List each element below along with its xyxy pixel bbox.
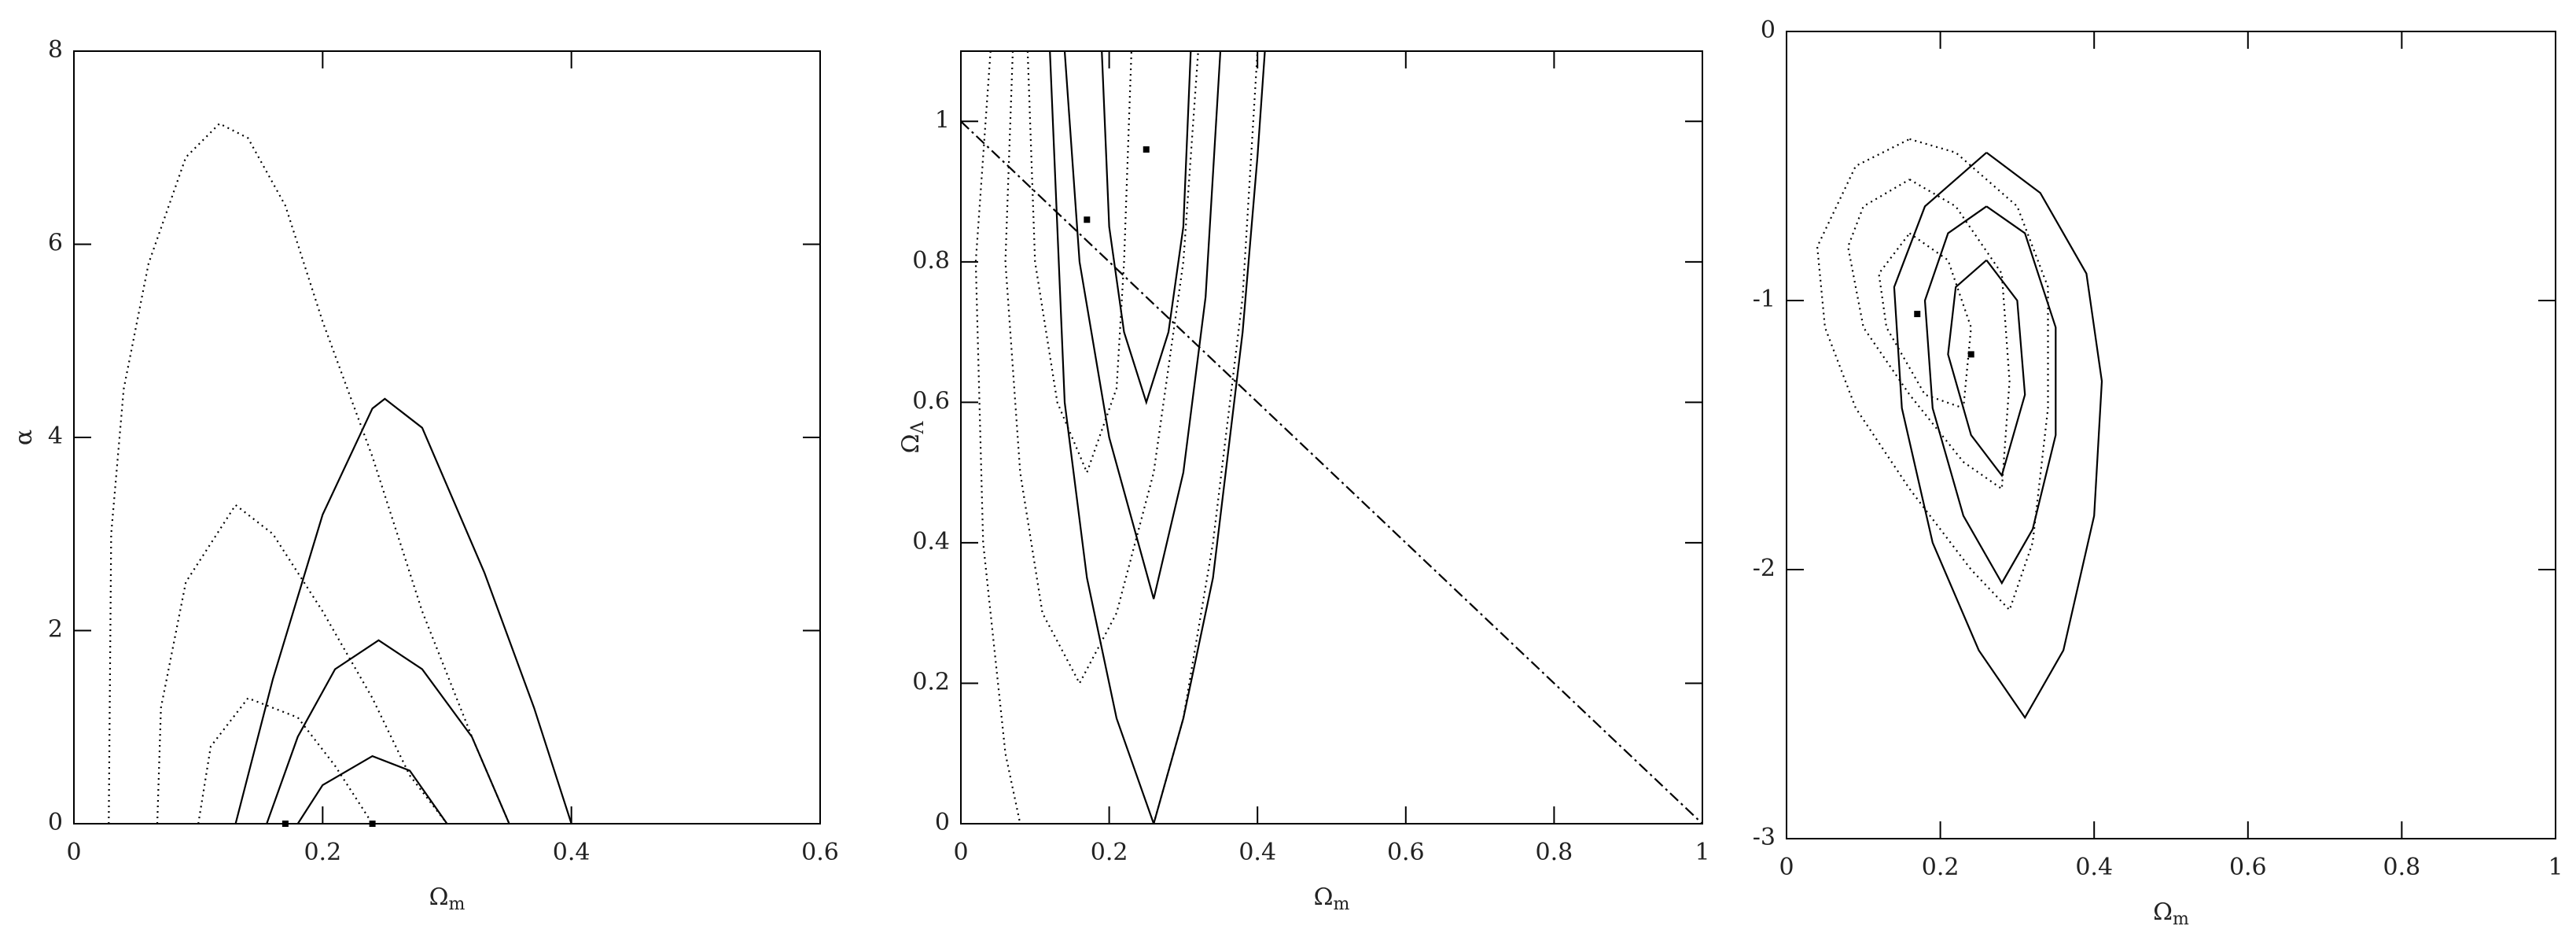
y-axis-label-main: α — [10, 430, 38, 445]
y-tick-label: 0 — [1761, 17, 1776, 44]
contour-line — [108, 122, 510, 824]
x-tick-label: 0 — [66, 839, 81, 866]
plot-area — [961, 51, 1702, 824]
y-tick-label: 4 — [48, 422, 63, 450]
contour-line — [197, 697, 374, 824]
x-axis-label-sub: m — [1334, 895, 1350, 914]
y-tick-label: 0.2 — [912, 668, 950, 695]
y-tick-label: 0 — [48, 809, 63, 836]
best-fit-point — [1084, 216, 1091, 223]
contour-line — [1063, 51, 1222, 599]
y-tick-label: 2 — [48, 616, 63, 644]
best-fit-point — [1914, 311, 1921, 318]
x-axis-label-main: Ω — [2153, 898, 2173, 926]
best-fit-point — [1143, 146, 1150, 153]
plot-area — [1816, 138, 2103, 720]
plot-area — [108, 122, 572, 824]
y-axis-label-sub: Λ — [908, 421, 928, 435]
y-axis-label-main: Ω — [897, 434, 925, 454]
y-tick-label: -3 — [1753, 824, 1776, 851]
x-tick-label: 0.2 — [1922, 854, 1960, 881]
contour-line — [1893, 152, 2103, 720]
plot-frame — [1786, 31, 2556, 839]
x-axis-label: Ωm — [2153, 898, 2189, 929]
panel: 0 0.2 0.4 0.6 0.8 1 -3 -2 -1 0 Ωm — [1753, 17, 2563, 929]
contour-line — [234, 397, 572, 824]
x-tick-label: 0 — [953, 839, 968, 866]
x-tick-label: 0.4 — [2075, 854, 2113, 881]
contour-line — [1923, 205, 2057, 585]
y-axis-label: α — [10, 430, 38, 445]
y-tick-label: 0.6 — [912, 387, 950, 415]
y-tick-label: 1 — [935, 106, 950, 134]
x-tick-label: 0.8 — [1536, 839, 1573, 866]
x-tick-label: 0.6 — [1387, 839, 1425, 866]
x-tick-label: 0.2 — [304, 839, 341, 866]
y-tick-label: -2 — [1753, 555, 1776, 582]
x-tick-label: 0.6 — [2229, 854, 2267, 881]
x-tick-label: 1 — [1695, 839, 1709, 866]
y-tick-label: 0 — [935, 809, 950, 836]
x-tick-label: 0.6 — [801, 839, 839, 866]
x-axis-label-main: Ω — [1314, 884, 1334, 911]
contour-line — [156, 504, 448, 824]
contour-line — [1816, 138, 2049, 612]
contour-line — [1947, 259, 2026, 478]
x-axis-label-main: Ω — [429, 884, 449, 911]
x-tick-label: 0.2 — [1091, 839, 1128, 866]
x-tick-label: 1 — [2548, 854, 2563, 881]
x-tick-label: 0.4 — [1238, 839, 1276, 866]
best-fit-point — [1967, 351, 1974, 358]
contour-line — [1049, 51, 1266, 824]
panel: 0 0.2 0.4 0.6 0 2 4 6 8 Ωm α — [10, 36, 839, 914]
contour-line — [1878, 232, 1972, 410]
y-tick-label: 6 — [48, 230, 63, 257]
y-tick-label: 8 — [48, 36, 63, 64]
contour-line — [961, 120, 1702, 824]
y-tick-label: 0.8 — [912, 247, 950, 275]
contour-line — [974, 51, 1259, 824]
x-axis-label: Ωm — [429, 884, 466, 914]
contour-line — [1101, 51, 1192, 406]
contour-line — [1004, 51, 1199, 685]
best-fit-point — [369, 821, 376, 827]
contour-line — [296, 754, 448, 824]
plot-frame — [73, 50, 821, 824]
contour-line — [1847, 179, 2011, 491]
y-tick-label: 0.4 — [912, 528, 950, 555]
x-axis-label-sub: m — [2173, 909, 2189, 929]
plot-frame — [960, 50, 1703, 824]
x-tick-label: 0 — [1779, 854, 1794, 881]
x-tick-label: 0.4 — [553, 839, 591, 866]
x-tick-label: 0.8 — [2383, 854, 2421, 881]
y-tick-label: -1 — [1753, 286, 1776, 313]
x-axis-label: Ωm — [1314, 884, 1350, 914]
best-fit-point — [282, 821, 289, 827]
contour-line — [1026, 51, 1132, 475]
y-axis-label: ΩΛ — [897, 421, 928, 454]
x-axis-label-sub: m — [449, 895, 466, 914]
contour-line — [266, 639, 510, 824]
